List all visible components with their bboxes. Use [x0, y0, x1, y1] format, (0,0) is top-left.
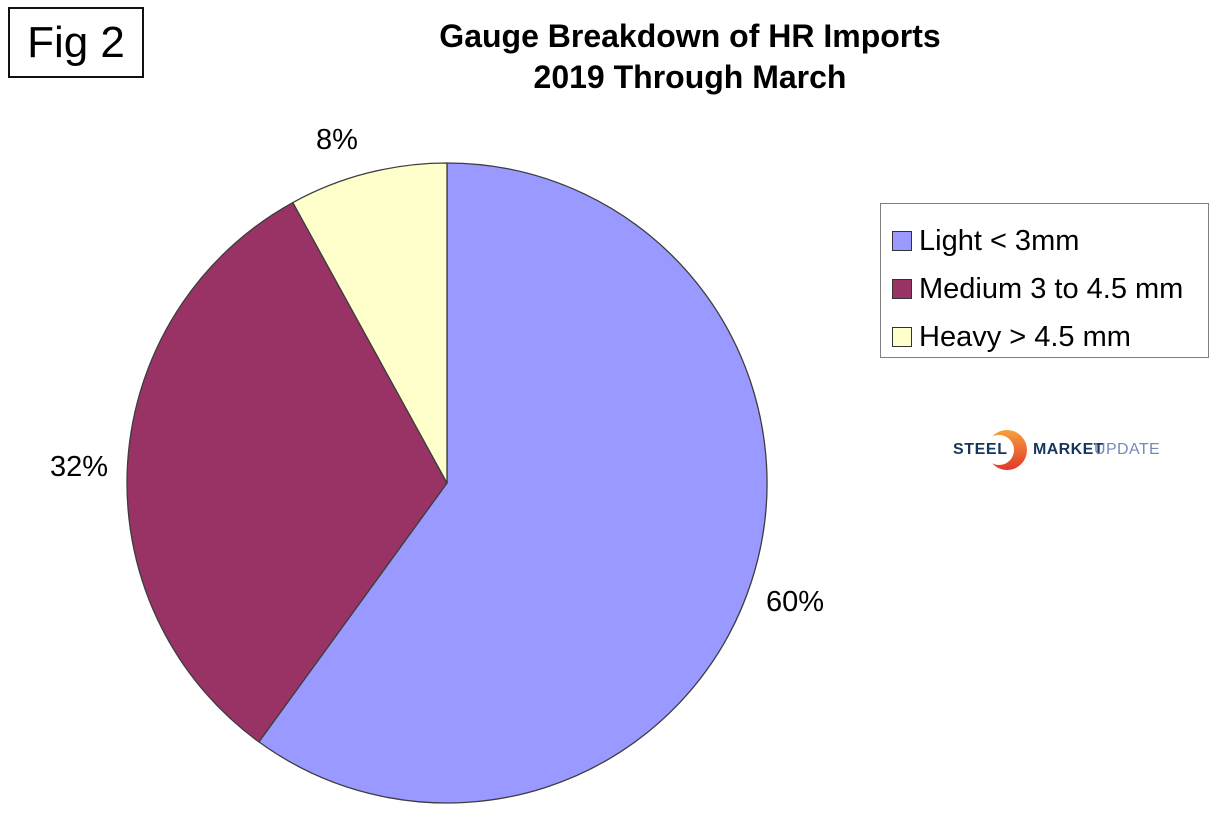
chart-title: Gauge Breakdown of HR Imports 2019 Throu…: [190, 16, 1190, 98]
pie-chart-svg: [126, 162, 768, 804]
legend-swatch-light: [892, 231, 912, 251]
legend-item-heavy: Heavy > 4.5 mm: [892, 313, 1208, 361]
pie-slice-heavy: [292, 162, 448, 484]
legend: Light < 3mm Medium 3 to 4.5 mm Heavy > 4…: [880, 203, 1209, 358]
figure-label: Fig 2: [27, 17, 125, 67]
legend-item-light: Light < 3mm: [892, 217, 1208, 265]
slice-label-heavy: 8%: [316, 124, 358, 156]
legend-label-medium: Medium 3 to 4.5 mm: [919, 273, 1184, 305]
figure-label-box: Fig 2: [8, 7, 144, 78]
pie-slice-medium: [126, 201, 448, 743]
logo-crescent-icon: [992, 430, 1027, 470]
pie-slice-light: [258, 162, 768, 804]
logo-word-steel: STEEL: [953, 441, 1008, 458]
legend-item-medium: Medium 3 to 4.5 mm: [892, 265, 1208, 313]
logo-word-update: UPDATE: [1094, 441, 1161, 458]
chart-title-line1: Gauge Breakdown of HR Imports: [439, 18, 941, 54]
chart-title-line2: 2019 Through March: [533, 59, 847, 95]
pie-chart: [117, 153, 777, 813]
legend-label-heavy: Heavy > 4.5 mm: [919, 321, 1131, 353]
slice-label-light: 60%: [765, 586, 825, 618]
legend-swatch-medium: [892, 279, 912, 299]
legend-label-light: Light < 3mm: [919, 225, 1080, 257]
legend-swatch-heavy: [892, 327, 912, 347]
logo-word-market: MARKET: [1033, 441, 1104, 458]
slice-label-medium: 32%: [49, 451, 109, 483]
smu-logo: STEEL MARKET UPDATE: [953, 424, 1160, 476]
